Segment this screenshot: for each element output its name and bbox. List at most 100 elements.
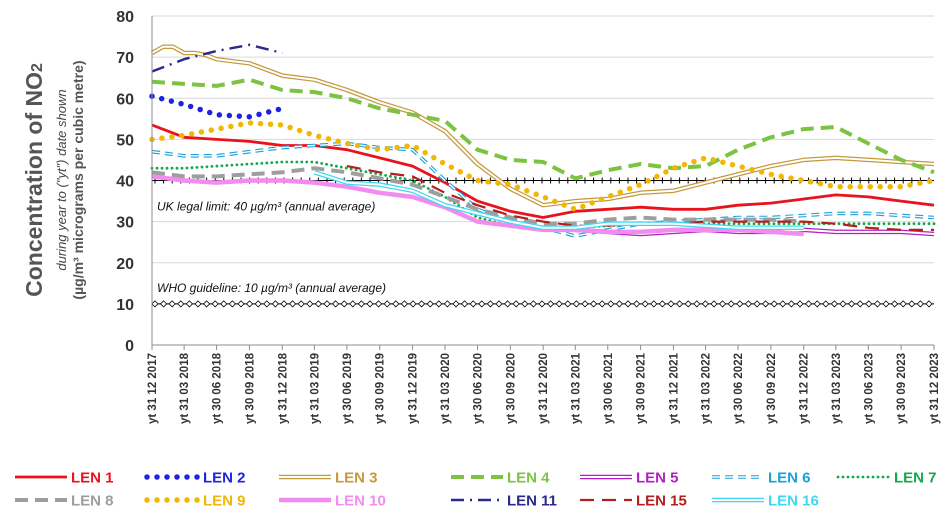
reference-marker	[813, 300, 821, 308]
reference-marker	[529, 300, 537, 308]
reference-marker	[891, 177, 898, 184]
reference-marker	[625, 177, 631, 184]
y-axis-title: Concentration of NO2 during year to ("yt…	[21, 60, 86, 299]
reference-marker	[676, 177, 683, 184]
legend-item: LEN 8	[15, 493, 114, 510]
legend-item: LEN 11	[451, 493, 557, 510]
reference-marker	[848, 177, 855, 184]
reference-marker	[332, 300, 340, 308]
legend-item: LEN 3	[279, 470, 378, 487]
reference-marker	[314, 300, 322, 308]
reference-marker	[555, 300, 563, 308]
x-tick-label: yt 30 09 2021	[636, 352, 648, 424]
reference-marker	[770, 300, 778, 308]
legend-item: LEN 5	[580, 470, 679, 487]
reference-marker	[787, 300, 795, 308]
y-axis-label-subscript: 2	[29, 63, 46, 72]
y-tick-label: 30	[116, 215, 134, 232]
series-line	[151, 45, 935, 207]
y-tick-label: 20	[116, 256, 134, 273]
legend-label: LEN 16	[768, 493, 819, 510]
y-tick-label: 60	[116, 91, 134, 108]
series-line	[149, 93, 286, 120]
reference-marker	[650, 300, 658, 308]
reference-marker	[590, 300, 598, 308]
y-tick-label: 70	[116, 50, 134, 67]
x-tick-label: yt 31 12 2019	[408, 353, 420, 424]
reference-marker	[899, 300, 907, 308]
x-tick-label: yt 31 12 2017	[147, 353, 159, 424]
reference-marker	[839, 300, 847, 308]
reference-marker	[513, 177, 520, 184]
reference-marker	[633, 300, 641, 308]
series-line	[151, 174, 804, 237]
reference-marker	[814, 177, 821, 184]
reference-marker	[590, 177, 597, 184]
reference-marker	[486, 300, 494, 308]
reference-marker	[874, 177, 881, 184]
reference-marker	[754, 177, 760, 184]
legend-item: LEN 9	[144, 493, 246, 510]
legend-label: LEN 3	[335, 470, 378, 487]
reference-marker	[616, 177, 623, 184]
reference-marker	[641, 300, 649, 308]
reference-marker	[865, 300, 873, 308]
reference-marker	[693, 177, 700, 184]
legend-item: LEN 4	[451, 470, 550, 487]
legend-label: LEN 1	[71, 470, 114, 487]
legend-label: LEN 6	[768, 470, 811, 487]
reference-marker	[650, 177, 657, 184]
reference-marker	[495, 300, 503, 308]
reference-marker	[925, 300, 933, 308]
reference-marker	[556, 177, 563, 184]
reference-marker	[366, 300, 374, 308]
legend-item: LEN 2	[144, 470, 246, 487]
reference-marker	[607, 300, 615, 308]
reference-marker	[659, 177, 666, 184]
y-axis-label-note: during year to ("yt") date shown	[54, 89, 69, 270]
series-line	[149, 120, 937, 213]
reference-marker	[779, 300, 787, 308]
x-tick-label: yt 31 03 2023	[831, 353, 843, 424]
reference-marker	[539, 177, 545, 184]
y-tick-label: 50	[116, 132, 134, 149]
reference-marker	[470, 177, 477, 184]
reference-marker	[211, 300, 219, 308]
reference-marker	[357, 300, 365, 308]
series-line	[314, 171, 804, 229]
legend: LEN 1 LEN 2 LEN 3 LEN 4 LEN 5 LEN 6 LEN 7 LEN 8…	[15, 470, 937, 510]
reference-marker	[323, 300, 331, 308]
reference-marker	[220, 300, 228, 308]
reference-marker	[185, 300, 193, 308]
reference-marker	[771, 177, 778, 184]
reference-marker	[701, 300, 709, 308]
reference-marker	[151, 300, 159, 308]
series-line	[151, 123, 935, 219]
reference-marker	[865, 177, 872, 184]
reference-marker	[203, 300, 211, 308]
reference-marker	[453, 177, 459, 184]
y-tick-label: 40	[116, 174, 134, 191]
legend-label: LEN 15	[636, 493, 687, 510]
reference-line-label: WHO guideline: 10 µg/m³ (annual average)	[157, 281, 386, 295]
series-line	[346, 165, 934, 231]
reference-marker	[564, 177, 571, 184]
reference-marker	[160, 300, 168, 308]
reference-marker	[805, 300, 813, 308]
y-tick-label: 80	[116, 9, 134, 26]
legend-label: LEN 10	[335, 493, 386, 510]
reference-marker	[667, 300, 675, 308]
x-tick-label: yt 30 06 2022	[733, 353, 745, 424]
reference-marker	[340, 300, 348, 308]
y-tick-label: 0	[125, 338, 134, 355]
reference-marker	[409, 300, 417, 308]
reference-marker	[521, 300, 529, 308]
y-axis-label-main-text: Concentration of NO	[21, 72, 47, 297]
reference-marker	[271, 300, 279, 308]
reference-marker	[572, 300, 580, 308]
reference-marker	[856, 300, 864, 308]
series-line	[151, 166, 804, 226]
x-tick-label: yt 31 12 2018	[277, 352, 289, 424]
reference-marker	[228, 300, 236, 308]
reference-marker	[908, 177, 915, 184]
